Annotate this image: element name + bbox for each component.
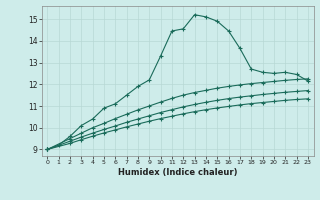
X-axis label: Humidex (Indice chaleur): Humidex (Indice chaleur)	[118, 168, 237, 177]
